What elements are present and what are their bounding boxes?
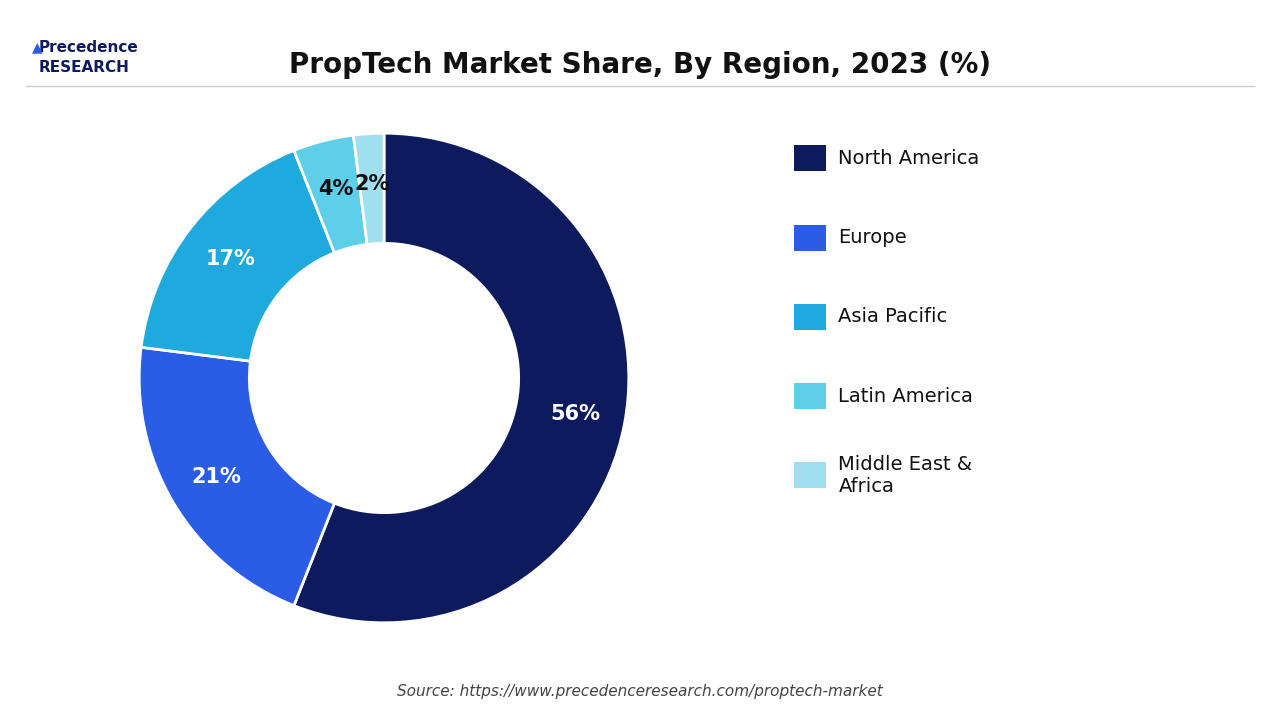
Text: Latin America: Latin America [838,387,973,405]
Text: 56%: 56% [550,405,600,425]
Text: PropTech Market Share, By Region, 2023 (%): PropTech Market Share, By Region, 2023 (… [289,51,991,78]
Text: 4%: 4% [317,179,353,199]
Text: 2%: 2% [355,174,389,194]
Text: Europe: Europe [838,228,908,247]
Wedge shape [141,150,334,361]
Text: 17%: 17% [205,248,255,269]
Wedge shape [294,133,628,623]
Wedge shape [294,135,367,253]
Text: 21%: 21% [192,467,242,487]
Wedge shape [140,347,334,606]
Text: North America: North America [838,149,979,168]
Text: Source: https://www.precedenceresearch.com/proptech-market: Source: https://www.precedenceresearch.c… [397,684,883,698]
Text: Middle East &
Africa: Middle East & Africa [838,455,973,495]
Text: Precedence
RESEARCH: Precedence RESEARCH [38,40,138,75]
Text: Asia Pacific: Asia Pacific [838,307,947,326]
Wedge shape [353,133,384,244]
Text: ▲: ▲ [32,40,42,54]
